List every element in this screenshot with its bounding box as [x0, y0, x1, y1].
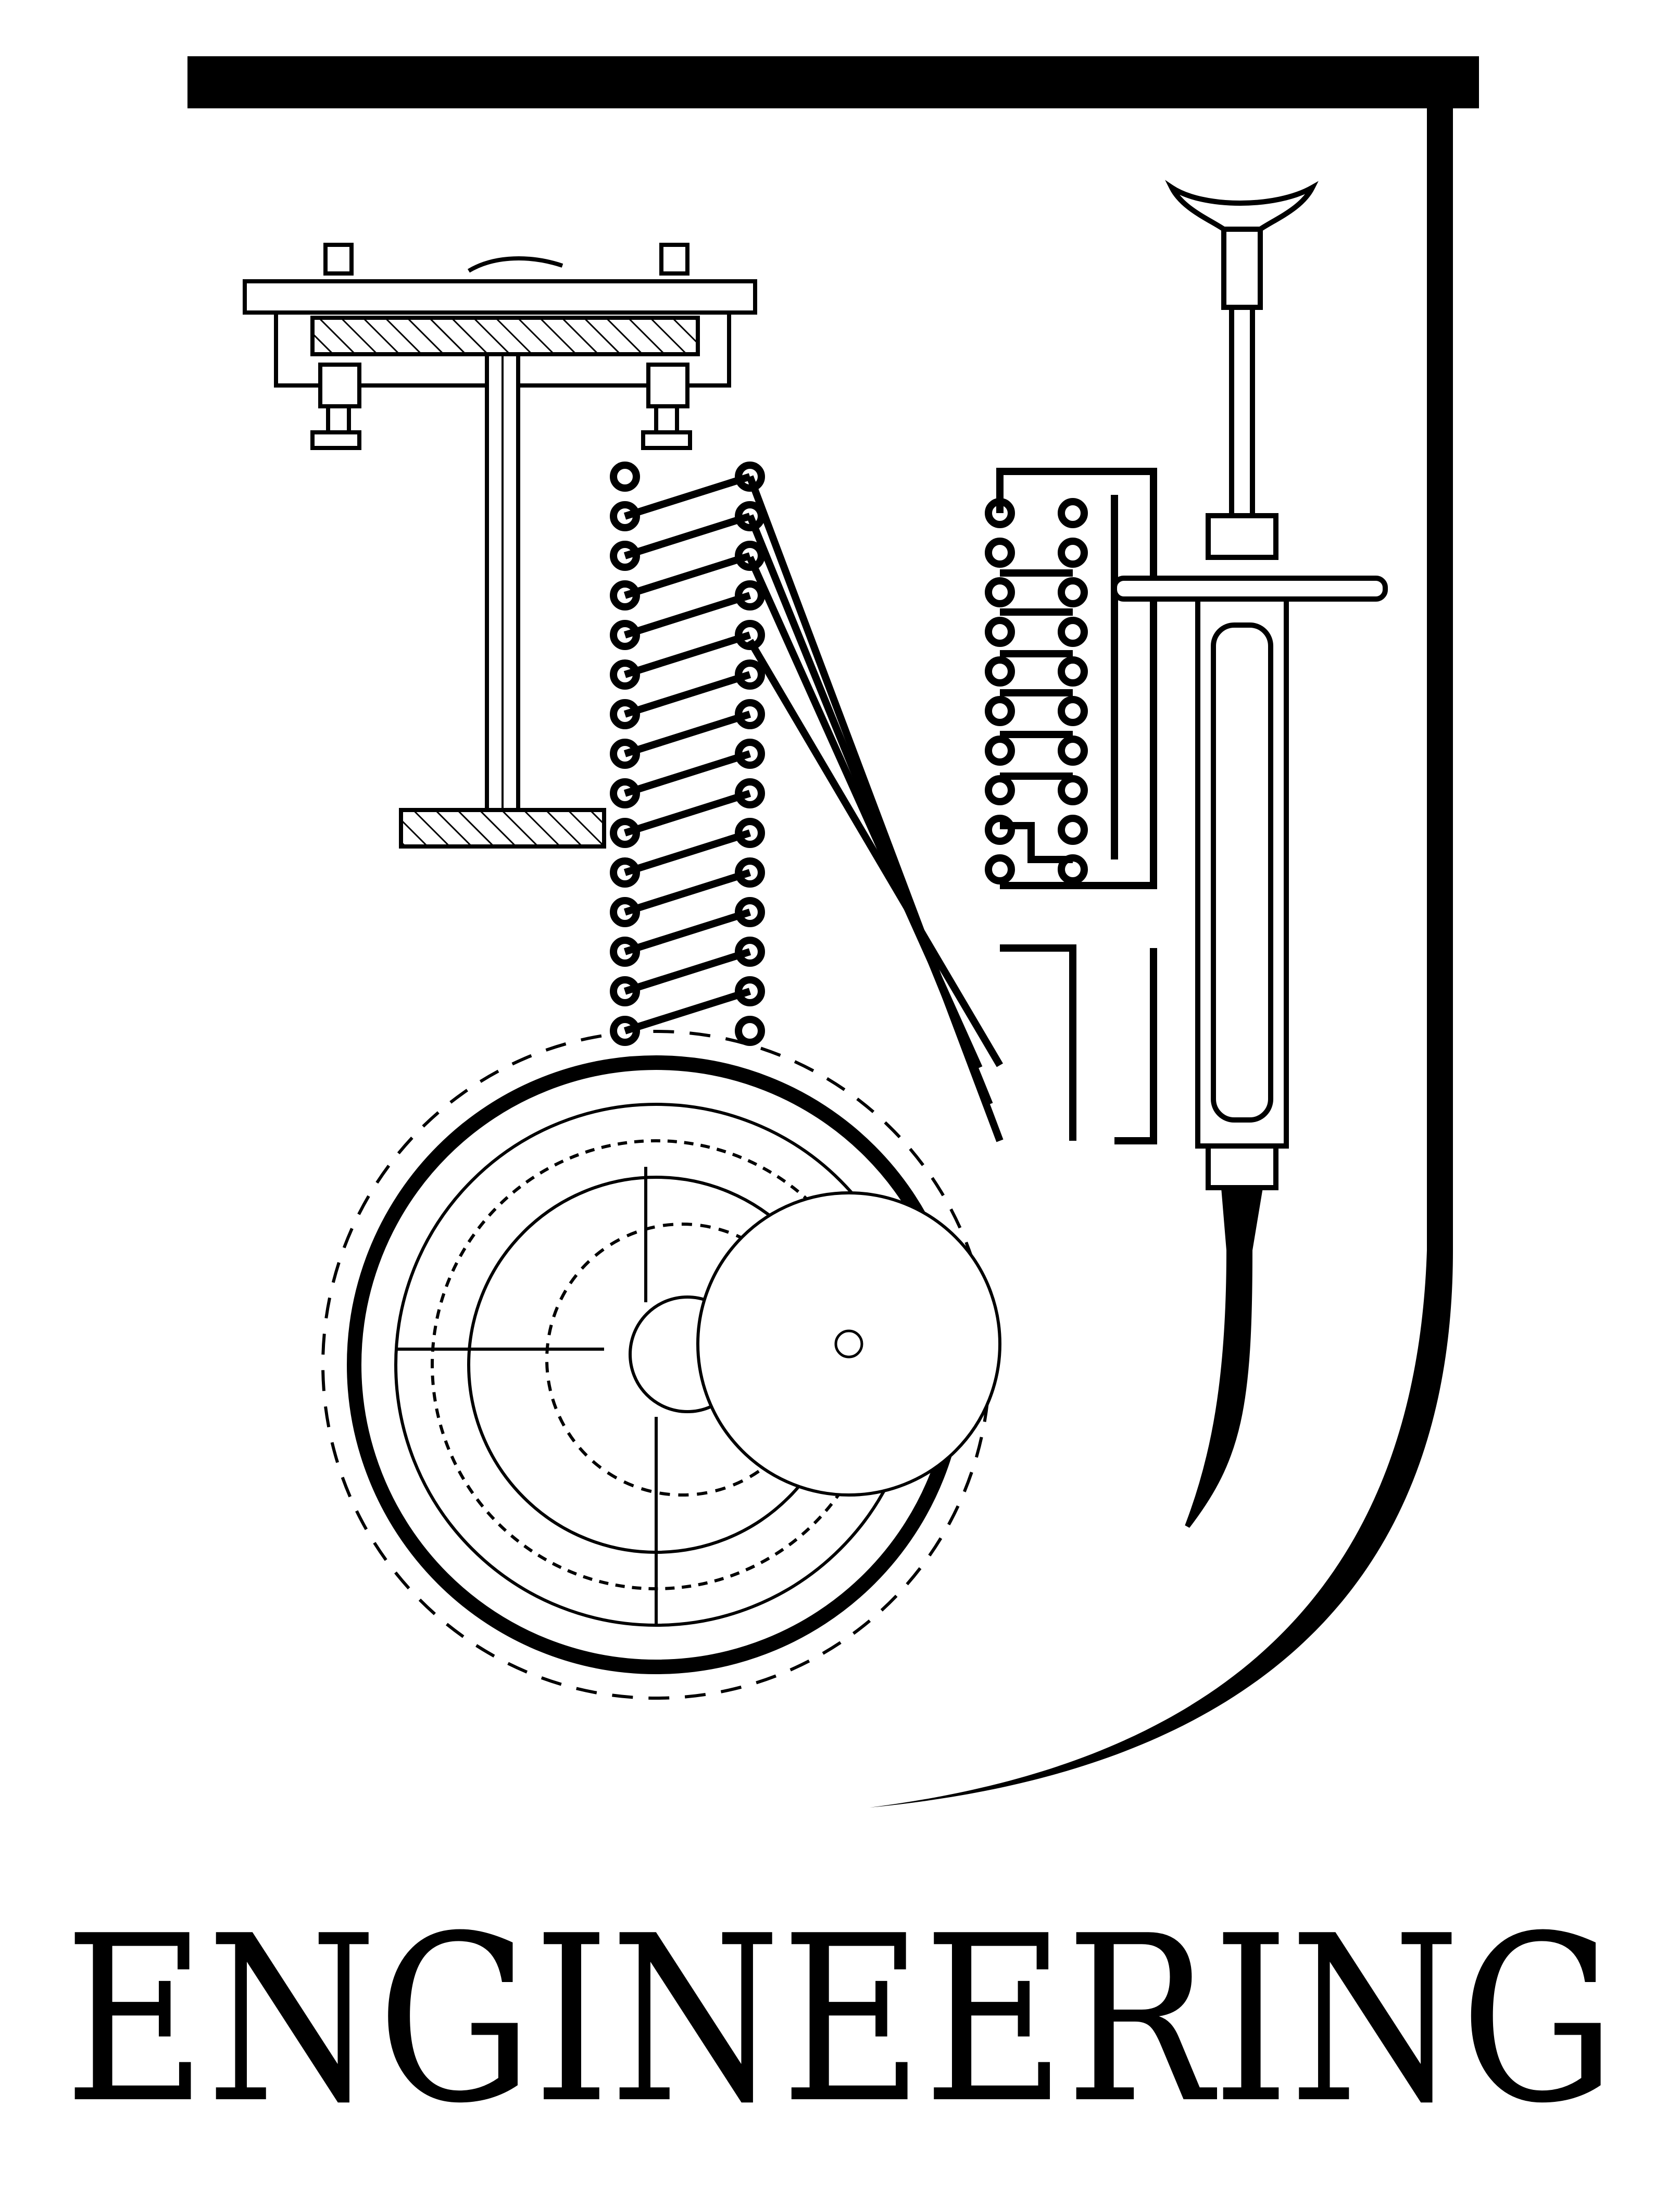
circuit-trace	[623, 552, 751, 599]
logo-artwork	[187, 56, 1479, 1808]
shield-right-curve	[870, 104, 1453, 1808]
solder-pad	[985, 736, 1015, 766]
solder-pad	[1058, 617, 1088, 647]
solder-pad	[985, 696, 1015, 726]
solder-pad	[610, 462, 640, 492]
solder-pad	[985, 538, 1015, 568]
shield-top-bar	[187, 56, 1479, 108]
solder-pad	[1058, 656, 1088, 687]
solder-pad	[985, 617, 1015, 647]
i-beam-icon	[243, 243, 757, 849]
circuit-trace	[623, 790, 751, 837]
solder-pad	[1058, 538, 1088, 568]
syringe-icon	[1112, 180, 1388, 1528]
circuit-trace	[623, 988, 751, 1035]
circuit-trace	[623, 750, 751, 797]
circuit-trace	[623, 711, 751, 757]
solder-pad	[1058, 815, 1088, 845]
circuit-trace	[623, 908, 751, 955]
gear-icon	[321, 1030, 1001, 1700]
solder-pad	[985, 775, 1015, 805]
wordmark-area: ENGINEERING	[64, 1887, 1616, 2153]
solder-pad	[985, 656, 1015, 687]
solder-pad	[735, 1016, 765, 1046]
solder-pad	[985, 854, 1015, 884]
shield-frame	[187, 56, 1479, 1808]
solder-pad	[985, 815, 1015, 845]
circuit-trace	[623, 473, 751, 520]
solder-pad	[1058, 736, 1088, 766]
solder-pad	[985, 577, 1015, 607]
solder-pad	[1058, 775, 1088, 805]
solder-pad	[1058, 696, 1088, 726]
circuit-trace	[623, 631, 751, 678]
circuit-trace	[623, 948, 751, 995]
solder-pad	[1058, 577, 1088, 607]
circuit-trace	[623, 592, 751, 639]
circuit-board-icon	[610, 462, 1157, 1144]
circuit-trace	[623, 671, 751, 718]
wordmark-text: ENGINEERING	[64, 1887, 1616, 2153]
circuit-trace	[623, 869, 751, 916]
circuit-trace	[623, 513, 751, 559]
circuit-trace	[623, 829, 751, 876]
solder-pad	[1058, 498, 1088, 528]
